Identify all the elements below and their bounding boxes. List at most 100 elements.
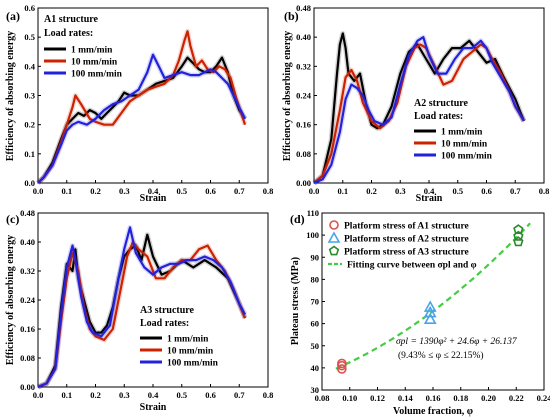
y-tick-label-0-6: 0.6 bbox=[24, 3, 35, 13]
y-tick-label-0-3: 0.3 bbox=[24, 91, 35, 101]
panel-label-a: (a) bbox=[6, 9, 20, 23]
y-tick-label-1-2: 0.16 bbox=[296, 120, 311, 130]
legend-title-c: Load rates: bbox=[140, 318, 189, 329]
panel-label-d: (d) bbox=[290, 212, 305, 226]
y-tick-label-3-8: 110 bbox=[307, 208, 319, 218]
y-tick-label-2-3: 0.24 bbox=[20, 295, 36, 305]
legend-c: 1 mm/min 10 mm/min 100 mm/min bbox=[140, 335, 219, 369]
x-tick-label-0-3: 0.3 bbox=[119, 186, 130, 196]
x-tick-label-0-8: 0.8 bbox=[263, 186, 274, 196]
series-group-d bbox=[337, 224, 524, 374]
legend-label-2-0: 1 mm/min bbox=[167, 335, 209, 345]
legend-marker-d-0 bbox=[329, 220, 339, 230]
series-line-0-1 bbox=[37, 30, 247, 184]
legend-label-2-1: 10 mm/min bbox=[167, 347, 214, 357]
scatter-point-2-0 bbox=[513, 236, 524, 247]
x-tick-label-2-1: 0.1 bbox=[61, 390, 72, 400]
axes-b: 0.0 0.1 0.2 0.3 0.4 0.5 0.6 0.7 0.8 0.00 0.08 0.16 0… bbox=[296, 3, 549, 196]
y-tick-label-3-0: 30 bbox=[311, 385, 320, 395]
x-tick-label-2-4: 0.4 bbox=[148, 390, 159, 400]
x-tick-label-0-5: 0.5 bbox=[176, 186, 187, 196]
legend-label-1-1: 10 mm/min bbox=[441, 140, 488, 150]
legend-label-0-2: 100 mm/min bbox=[71, 70, 123, 80]
y-tick-label-1-6: 0.48 bbox=[296, 3, 311, 13]
x-tick-label-1-3: 0.3 bbox=[395, 186, 406, 196]
x-tick-label-1-6: 0.6 bbox=[481, 186, 492, 196]
x-tick-label-0-6: 0.6 bbox=[205, 186, 216, 196]
panel-d: (d) 0.08 0.10 0.12 0.14 0.16 0.18 0.20 0.22 0.24… bbox=[290, 208, 550, 417]
x-tick-label-2-8: 0.8 bbox=[263, 390, 274, 400]
axes-a: 0.0 0.1 0.2 0.3 0.4 0.5 0.6 0.7 0.8 0.0 0.1 0.2 0.3 0… bbox=[24, 3, 273, 196]
y-tick-label-0-4: 0.4 bbox=[24, 61, 35, 71]
legend-title-a: Load rates: bbox=[44, 28, 93, 39]
legend-d: Platform stress of A1 structure Platform … bbox=[327, 220, 477, 271]
equation-range-annotation: (9.43% ≤ φ ≤ 22.15%) bbox=[398, 350, 484, 361]
x-tick-label-2-3: 0.3 bbox=[119, 390, 130, 400]
y-tick-label-3-3: 60 bbox=[311, 319, 320, 329]
legend-marker-d-1 bbox=[327, 231, 341, 243]
series-line-2-2 bbox=[37, 226, 246, 389]
series-group-c bbox=[37, 225, 248, 390]
x-tick-label-3-2: 0.12 bbox=[370, 393, 385, 403]
legend-label-d-0: Platform stress of A1 structure bbox=[344, 222, 469, 232]
y-axis-label-d: Plateau stress (MPa) bbox=[290, 257, 301, 345]
y-tick-label-2-1: 0.08 bbox=[20, 353, 35, 363]
x-tick-label-1-8: 0.8 bbox=[539, 186, 550, 196]
y-tick-label-2-0: 0.00 bbox=[20, 382, 35, 392]
y-tick-label-1-5: 0.40 bbox=[296, 32, 311, 42]
legend-label-0-0: 1 mm/min bbox=[71, 46, 113, 56]
scatter-point-1-0 bbox=[423, 312, 437, 325]
scatter-point-2-2 bbox=[513, 224, 524, 234]
y-axis-label-c: Efficiency of absorbing energy bbox=[5, 235, 16, 365]
y-tick-label-0-0: 0.0 bbox=[24, 178, 35, 188]
panel-label-c: (c) bbox=[6, 212, 19, 226]
legend-label-d-2: Platform stress of A3 structure bbox=[344, 248, 469, 258]
x-tick-label-1-1: 0.1 bbox=[337, 186, 348, 196]
legend-label-0-1: 10 mm/min bbox=[71, 58, 118, 68]
y-tick-label-2-5: 0.40 bbox=[20, 237, 35, 247]
series-line-1-2 bbox=[313, 36, 525, 185]
y-tick-label-3-7: 100 bbox=[306, 230, 319, 240]
y-tick-label-1-0: 0.00 bbox=[296, 178, 311, 188]
scatter-point-1-2 bbox=[423, 300, 437, 312]
y-tick-label-1-3: 0.24 bbox=[296, 91, 312, 101]
series-group-a bbox=[36, 28, 248, 185]
y-tick-label-2-4: 0.32 bbox=[20, 266, 35, 276]
structure-label-a: A1 structure bbox=[44, 14, 99, 25]
legend-title-b: Load rates: bbox=[414, 111, 463, 122]
panel-a: (a) A1 structure Load rates: 0.0 0.1 0.2 0.… bbox=[5, 3, 273, 204]
x-tick-label-2-6: 0.6 bbox=[205, 390, 216, 400]
legend-label-d-1: Platform stress of A2 structure bbox=[344, 235, 469, 245]
legend-marker-d-2 bbox=[328, 245, 340, 256]
y-tick-label-2-6: 0.48 bbox=[20, 208, 35, 218]
scatter-point-2-1 bbox=[513, 230, 524, 241]
series-group-b bbox=[312, 31, 527, 186]
equation-annotation: σpl = 1390φ² + 24.6φ + 26.137 bbox=[396, 337, 518, 347]
y-tick-label-1-4: 0.32 bbox=[296, 61, 311, 71]
axes-d: 0.08 0.10 0.12 0.14 0.16 0.18 0.20 0.22 0.24 30 40… bbox=[306, 208, 550, 403]
x-tick-label-3-3: 0.14 bbox=[398, 393, 414, 403]
y-tick-label-3-5: 80 bbox=[311, 274, 320, 284]
x-tick-label-1-4: 0.4 bbox=[424, 186, 435, 196]
x-axis-label-d: Volume fraction, φ bbox=[393, 406, 473, 417]
legend-label-1-2: 100 mm/min bbox=[441, 152, 493, 162]
x-tick-label-1-5: 0.5 bbox=[452, 186, 463, 196]
x-tick-label-3-6: 0.20 bbox=[481, 393, 496, 403]
x-tick-label-2-7: 0.7 bbox=[234, 390, 245, 400]
scatter-point-1-1 bbox=[423, 305, 437, 318]
panel-label-b: (b) bbox=[284, 9, 299, 23]
structure-label-c: A3 structure bbox=[140, 305, 195, 316]
x-axis-label-b: Strain bbox=[416, 193, 443, 204]
y-tick-label-0-2: 0.2 bbox=[24, 120, 35, 130]
x-axis-label-a: Strain bbox=[140, 193, 167, 204]
x-tick-label-0-1: 0.1 bbox=[61, 186, 72, 196]
y-axis-label-a: Efficiency of absorbing energy bbox=[5, 31, 16, 161]
y-tick-label-3-1: 40 bbox=[311, 363, 320, 373]
x-tick-label-3-0: 0.08 bbox=[315, 393, 330, 403]
y-axis-label-b: Efficiency of absorbing energy bbox=[282, 31, 293, 161]
x-tick-label-0-0: 0.0 bbox=[33, 186, 44, 196]
x-tick-label-3-5: 0.18 bbox=[453, 393, 468, 403]
y-tick-label-1-1: 0.08 bbox=[296, 149, 311, 159]
series-line-1-0 bbox=[313, 32, 525, 184]
x-tick-label-3-4: 0.16 bbox=[426, 393, 441, 403]
